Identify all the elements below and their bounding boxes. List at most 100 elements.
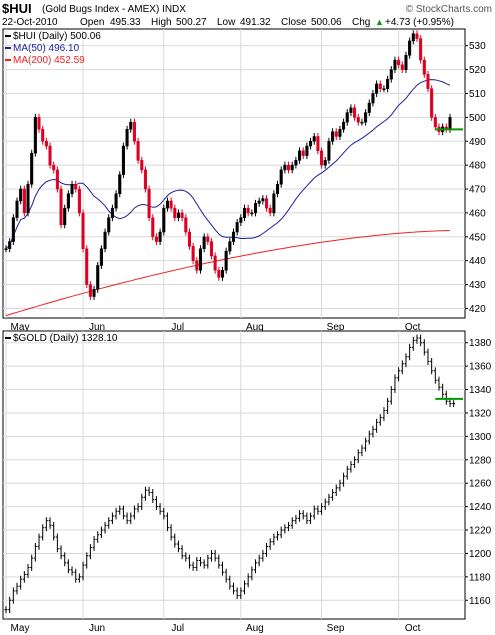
bar-body: [349, 107, 353, 113]
price-bar: [59, 545, 63, 560]
price-bar: [228, 575, 232, 590]
price-bar: [180, 545, 184, 560]
price-bar: [430, 85, 434, 121]
price-bar: [349, 461, 353, 473]
price-bar: [70, 566, 74, 576]
price-bar: [345, 109, 349, 126]
price-bar: [323, 156, 327, 169]
bar-body: [279, 169, 283, 185]
bar-body: [272, 193, 276, 214]
bar-body: [41, 129, 45, 142]
price-bar: [261, 195, 265, 205]
price-bar: [118, 171, 122, 198]
price-bar: [41, 125, 45, 145]
price-bar: [275, 180, 280, 198]
price-bar: [26, 180, 30, 217]
price-bar: [52, 161, 56, 174]
legend-swatch: [5, 35, 11, 37]
y-tick-label: 1220: [469, 526, 492, 537]
bar-body: [96, 265, 100, 290]
open-value: 495.33: [110, 17, 141, 28]
bar-body: [298, 150, 302, 161]
price-bar: [88, 281, 92, 300]
bar-body: [400, 64, 404, 70]
price-bar: [378, 80, 382, 93]
ma50-line: [5, 79, 451, 250]
bar-body: [103, 231, 107, 249]
price-bar: [253, 199, 258, 217]
x-tick-label: Jun: [89, 322, 105, 333]
bar-body: [231, 231, 236, 242]
price-bar: [77, 185, 81, 217]
price-bar: [209, 549, 213, 562]
price-bar: [198, 557, 202, 567]
price-bar: [360, 444, 364, 457]
price-bar: [433, 113, 437, 131]
price-bar: [187, 554, 191, 569]
price-bar: [44, 137, 48, 150]
close-value: 500.06: [311, 17, 342, 28]
price-bar: [419, 35, 423, 64]
bar-body: [246, 207, 250, 214]
y-tick-label: 1260: [469, 479, 492, 490]
price-bar: [114, 190, 118, 212]
y-tick-label: 490: [469, 137, 486, 148]
price-bar: [206, 554, 210, 569]
x-tick-label: Jun: [89, 623, 105, 634]
price-bar: [129, 118, 133, 133]
price-bar: [268, 538, 272, 550]
price-bar: [353, 104, 357, 121]
gold-price-bars: [4, 334, 456, 614]
bar-body: [48, 145, 52, 166]
price-bar: [404, 353, 408, 368]
price-bar: [316, 505, 320, 515]
price-bar: [22, 185, 26, 217]
price-bar: [176, 209, 180, 222]
gold-legend: $GOLD (Daily) 1328.10: [5, 333, 118, 344]
price-bar: [301, 510, 305, 520]
y-tick-label: 450: [469, 232, 486, 243]
price-bar: [4, 245, 8, 253]
bar-body: [70, 183, 74, 195]
bar-body: [33, 117, 37, 154]
price-bar: [364, 109, 368, 126]
price-bar: [48, 517, 52, 529]
bar-body: [162, 207, 166, 233]
bar-body: [386, 78, 390, 89]
bar-body: [4, 248, 8, 250]
price-bar: [283, 161, 287, 174]
price-bar: [103, 228, 107, 253]
price-bar: [316, 133, 320, 155]
price-bar: [272, 533, 276, 546]
bar-body: [393, 59, 397, 70]
price-bar: [173, 533, 177, 548]
bar-body: [202, 236, 206, 249]
y-tick-label: 430: [469, 280, 486, 291]
price-bar: [33, 113, 37, 157]
price-bar: [162, 204, 166, 236]
price-bar: [250, 209, 254, 217]
x-tick-label: May: [11, 322, 30, 333]
bar-body: [367, 102, 371, 113]
chg-label: Chg: [352, 17, 370, 28]
price-bar: [110, 204, 114, 222]
price-bar: [173, 204, 177, 222]
bar-body: [323, 160, 327, 166]
bar-body: [187, 231, 192, 247]
bar-body: [375, 83, 379, 94]
price-bar: [143, 166, 147, 193]
price-bar: [180, 209, 184, 222]
y-tick-label: 510: [469, 89, 486, 100]
price-bar: [140, 156, 144, 174]
price-bar: [246, 204, 250, 217]
bar-body: [356, 117, 360, 123]
price-bar: [213, 252, 217, 274]
bar-body: [353, 107, 357, 118]
price-bar: [371, 90, 375, 107]
bar-body: [19, 188, 23, 202]
bar-body: [37, 117, 41, 130]
bar-body: [140, 160, 144, 171]
bar-body: [426, 74, 430, 89]
price-bar: [224, 247, 228, 274]
price-bar: [121, 142, 125, 179]
